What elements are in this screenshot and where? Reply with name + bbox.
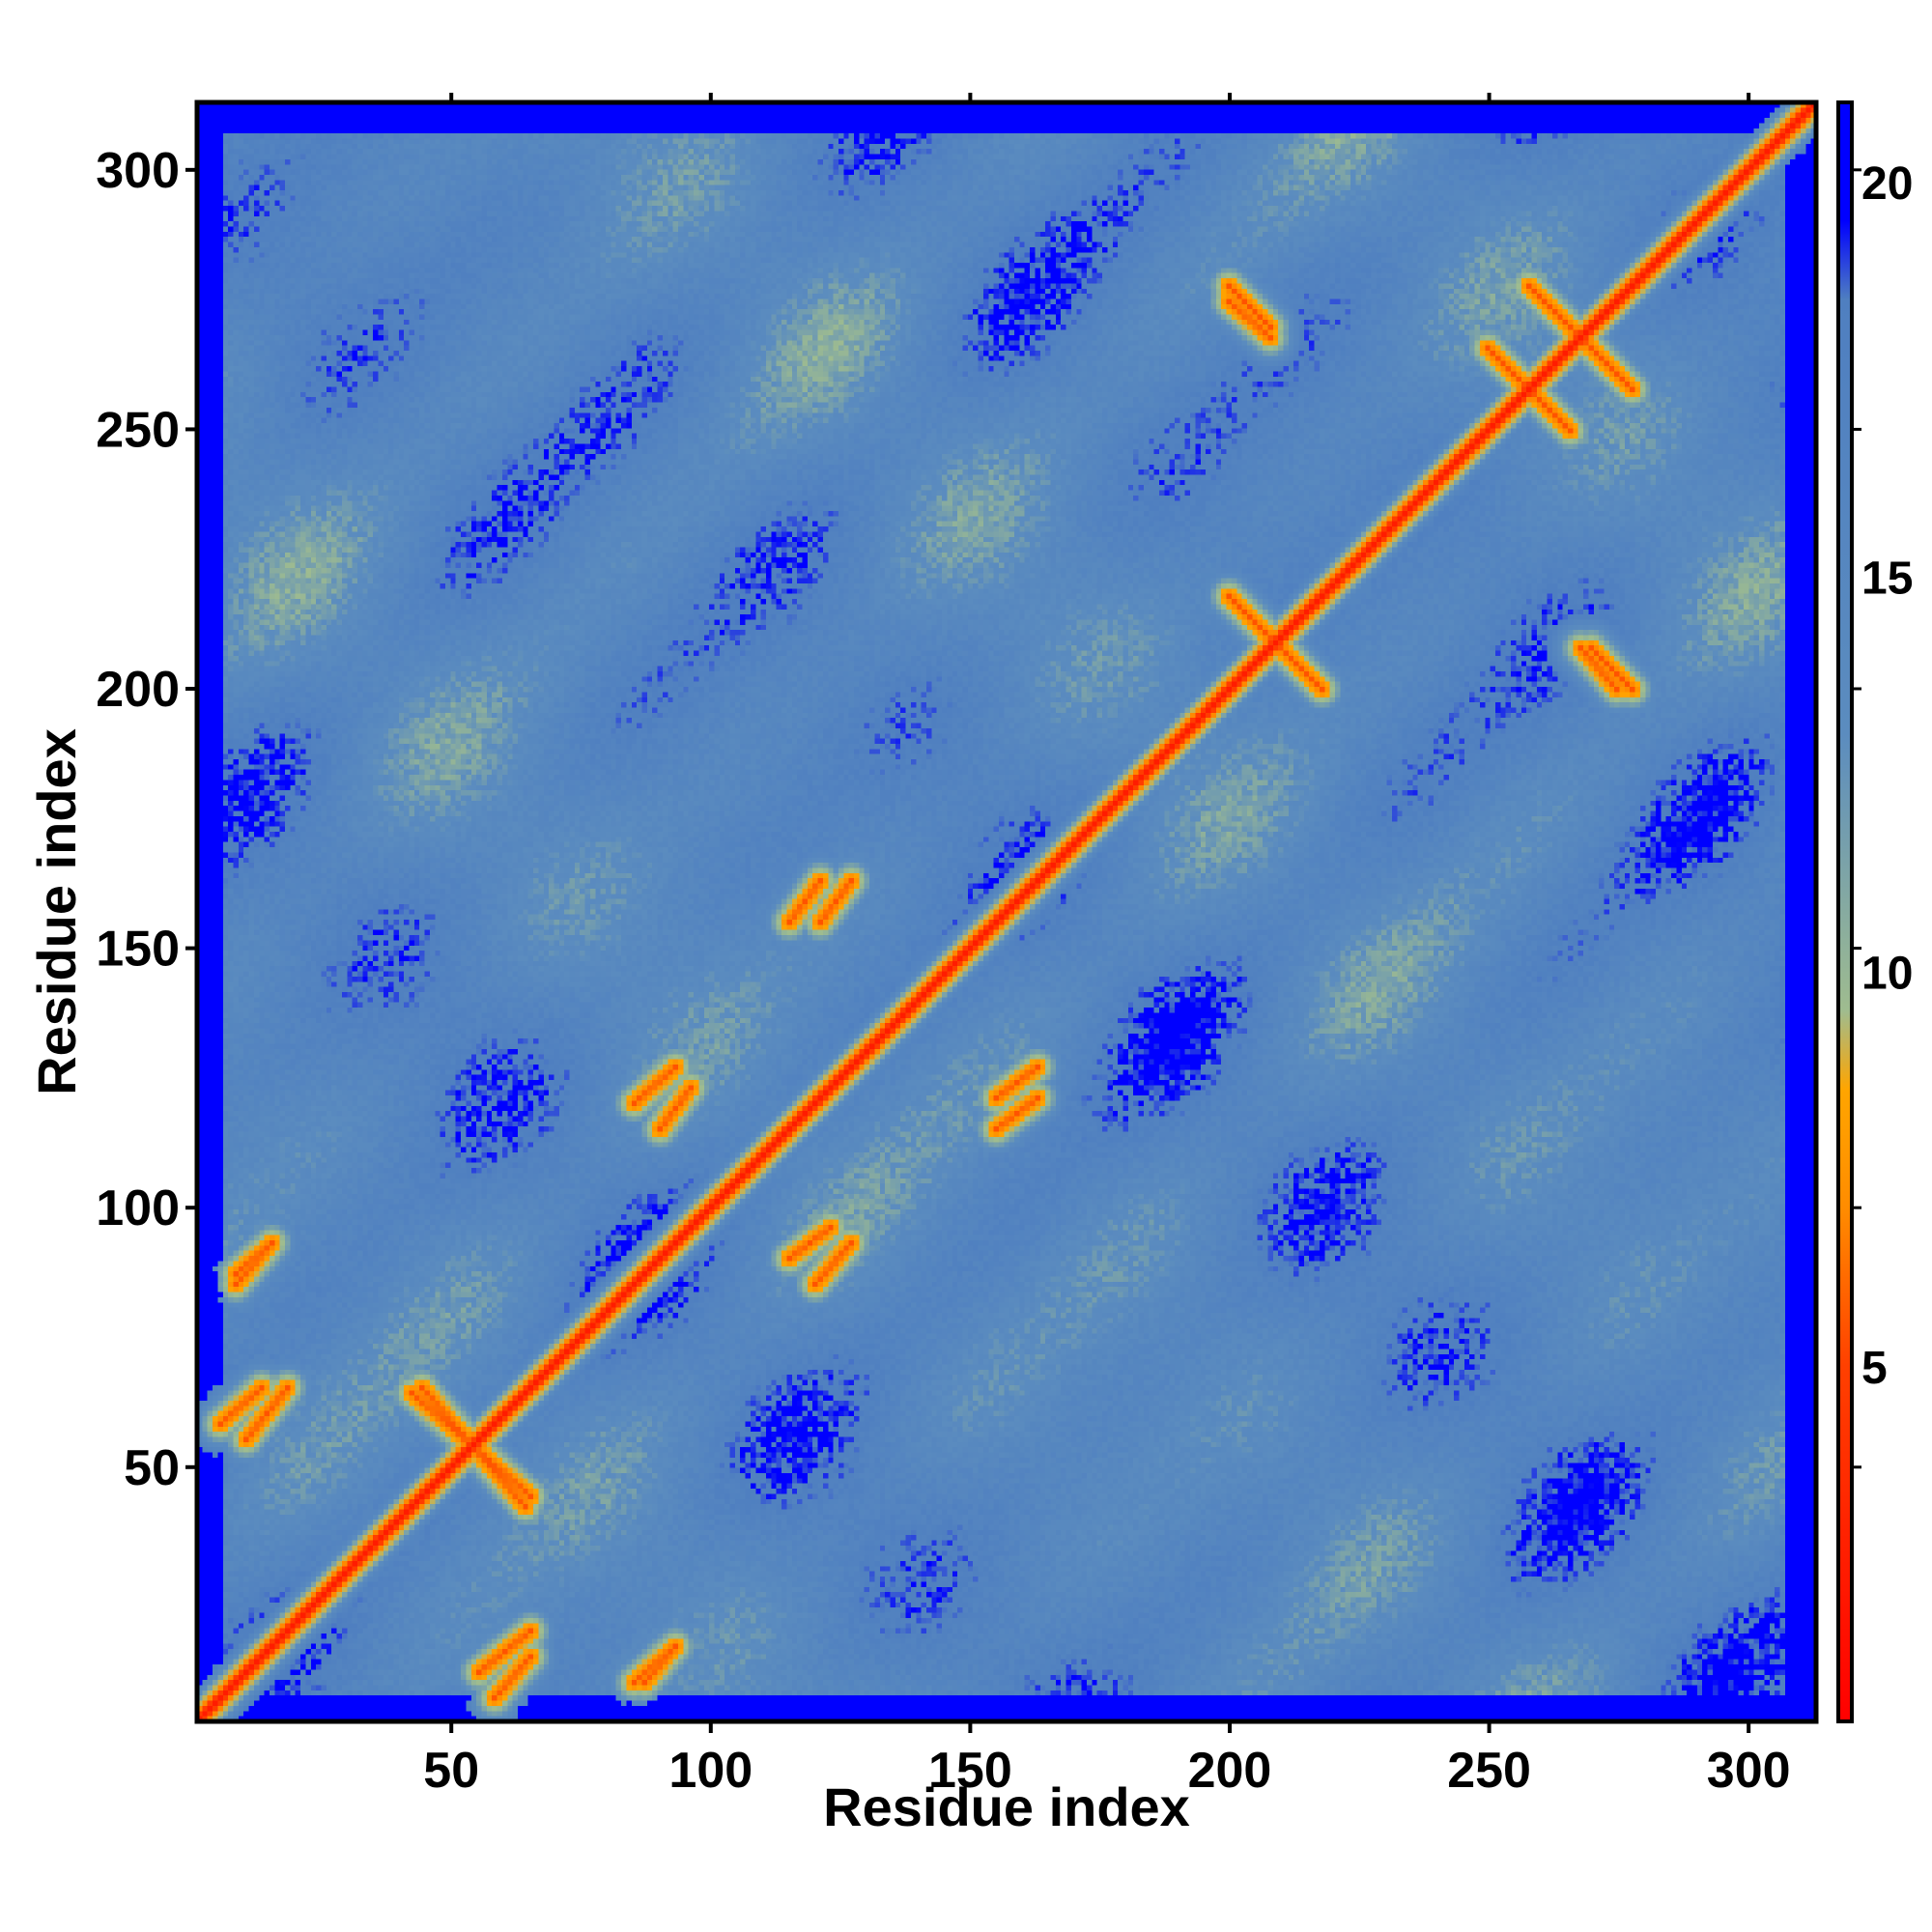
heatmap-cells bbox=[197, 102, 1816, 1721]
y-tick-label: 300 bbox=[96, 143, 180, 199]
colorbar: 5 10 15 20 bbox=[1836, 100, 1913, 1723]
colorbar-tick-label: 20 bbox=[1861, 158, 1913, 210]
x-tick-label: 100 bbox=[668, 1743, 753, 1799]
y-tick-label: 50 bbox=[124, 1440, 180, 1496]
x-tick-label: 150 bbox=[928, 1743, 1012, 1799]
heatmap bbox=[197, 102, 1816, 1721]
plot-frame bbox=[194, 99, 1819, 1724]
y-tick-label: 250 bbox=[96, 402, 180, 458]
colorbar-tick-label: 5 bbox=[1861, 1343, 1888, 1394]
y-axis: 50 100 150 200 250 300 bbox=[96, 143, 197, 1496]
colorbar-tick-label: 15 bbox=[1861, 554, 1913, 605]
x-tick-label: 300 bbox=[1707, 1743, 1791, 1799]
x-axis: 50 100 150 200 250 300 bbox=[423, 93, 1791, 1799]
x-axis-title: Residue index bbox=[823, 1776, 1190, 1837]
y-axis-title: Residue index bbox=[26, 728, 87, 1095]
colorbar-tick-label: 10 bbox=[1861, 948, 1913, 999]
y-tick-label: 150 bbox=[96, 922, 180, 978]
x-tick-label: 250 bbox=[1447, 1743, 1531, 1799]
x-tick-label: 200 bbox=[1188, 1743, 1272, 1799]
colorbar-bar bbox=[1836, 100, 1854, 1723]
x-tick-label: 50 bbox=[423, 1743, 479, 1799]
y-tick-label: 200 bbox=[96, 662, 180, 718]
y-tick-label: 100 bbox=[96, 1180, 180, 1236]
